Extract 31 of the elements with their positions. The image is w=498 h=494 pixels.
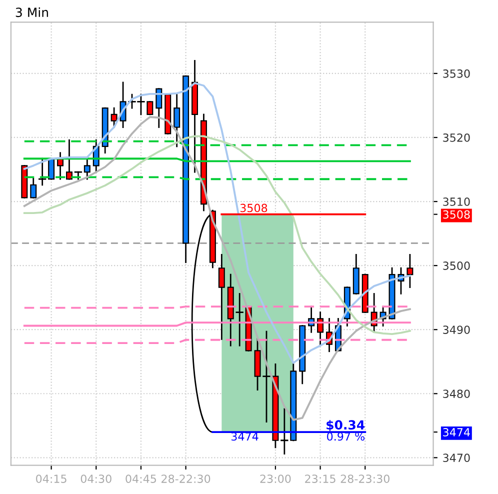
- candlestick: [84, 158, 90, 180]
- series-label: 3508: [240, 204, 268, 212]
- x-tick-label: 04:30: [80, 474, 112, 483]
- y-tick-label: 3500: [443, 262, 470, 270]
- x-tick-label: 28-23:30: [340, 474, 390, 483]
- candlestick: [38, 158, 46, 186]
- y-tick-label: 3530: [443, 69, 470, 78]
- y-tick-label: 3508: [443, 210, 470, 219]
- y-tick-label: 3520: [443, 133, 470, 142]
- candlestick: [30, 178, 37, 198]
- x-tick-label: 23:00: [260, 474, 291, 483]
- candlestick: [110, 107, 118, 128]
- candlestick: [406, 254, 414, 288]
- y-tick-label: 3490: [443, 326, 470, 334]
- y-tick-label: 3510: [443, 198, 470, 206]
- chart-title: 3 Min: [16, 7, 48, 18]
- candlestick: [48, 158, 55, 180]
- y-tick-label: 3480: [443, 390, 470, 398]
- annotation: $0.34: [326, 420, 365, 432]
- x-tick-label: 28-22:30: [162, 474, 210, 483]
- y-tick-label: 3474: [443, 428, 470, 436]
- x-tick-label: 04:15: [36, 474, 66, 483]
- candlestick: [236, 293, 244, 346]
- x-tick-label: 04:45: [126, 474, 156, 483]
- line-series: [23, 135, 411, 336]
- candlestick: [66, 139, 72, 180]
- y-tick-label: 3470: [443, 454, 470, 462]
- line-series: [23, 116, 411, 421]
- candlestick: [218, 254, 225, 340]
- x-tick-label: 23:15: [305, 474, 336, 483]
- candlestick: [174, 94, 180, 148]
